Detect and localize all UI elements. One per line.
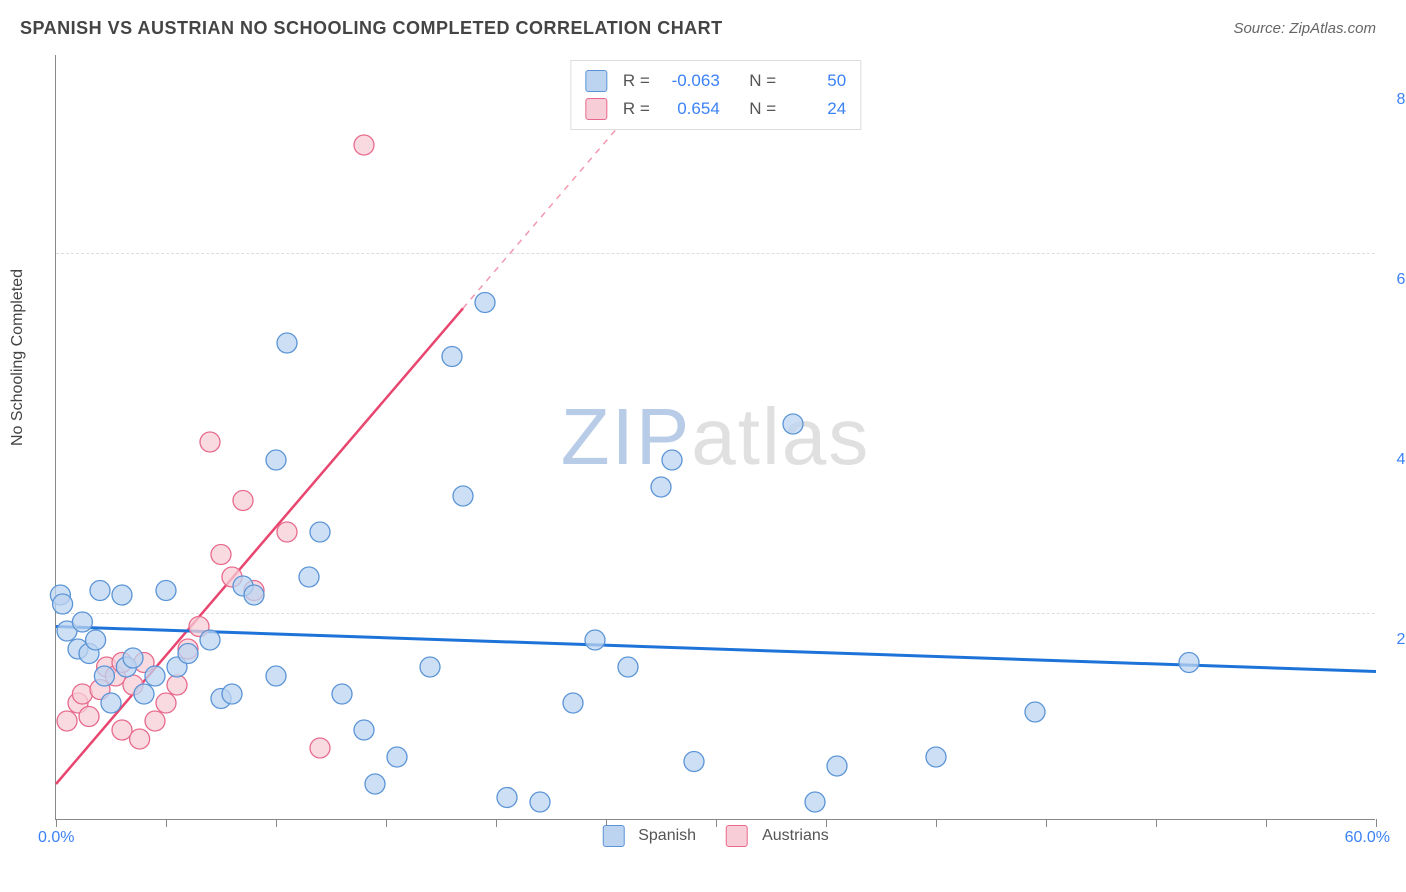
stat-r-val-1: -0.063 <box>660 67 720 95</box>
x-min-label: 0.0% <box>38 829 74 847</box>
legend-swatch-spanish <box>602 825 624 847</box>
stats-swatch-spanish <box>585 70 607 92</box>
stat-n-label: N = <box>749 67 776 95</box>
stat-n-val-1: 50 <box>786 67 846 95</box>
plot-area: ZIPatlas 2.0%4.0%6.0%8.0% 0.0% 60.0% R =… <box>55 55 1375 820</box>
legend-swatch-austrians <box>726 825 748 847</box>
stats-row-1: R = -0.063 N = 50 <box>585 67 846 95</box>
y-tick-label: 2.0% <box>1397 631 1406 649</box>
legend-label-spanish: Spanish <box>638 827 696 845</box>
stat-r-label2: R = <box>623 95 650 123</box>
chart-title: SPANISH VS AUSTRIAN NO SCHOOLING COMPLET… <box>20 18 723 39</box>
y-axis-label: No Schooling Completed <box>9 269 27 446</box>
stat-n-val-2: 24 <box>786 95 846 123</box>
legend-item-austrians: Austrians <box>726 825 829 847</box>
legend-item-spanish: Spanish <box>602 825 696 847</box>
y-tick-label: 4.0% <box>1397 451 1406 469</box>
stat-r-label: R = <box>623 67 650 95</box>
stats-row-2: R = 0.654 N = 24 <box>585 95 846 123</box>
legend-label-austrians: Austrians <box>762 827 829 845</box>
y-tick-label: 8.0% <box>1397 91 1406 109</box>
legend: Spanish Austrians <box>602 825 829 847</box>
chart-svg <box>56 55 1375 819</box>
stats-swatch-austrians <box>585 98 607 120</box>
source-label: Source: ZipAtlas.com <box>1233 20 1376 37</box>
x-max-label: 60.0% <box>1345 829 1390 847</box>
y-tick-label: 6.0% <box>1397 271 1406 289</box>
stats-box: R = -0.063 N = 50 R = 0.654 N = 24 <box>570 60 861 130</box>
stat-n-label2: N = <box>749 95 776 123</box>
stat-r-val-2: 0.654 <box>660 95 720 123</box>
